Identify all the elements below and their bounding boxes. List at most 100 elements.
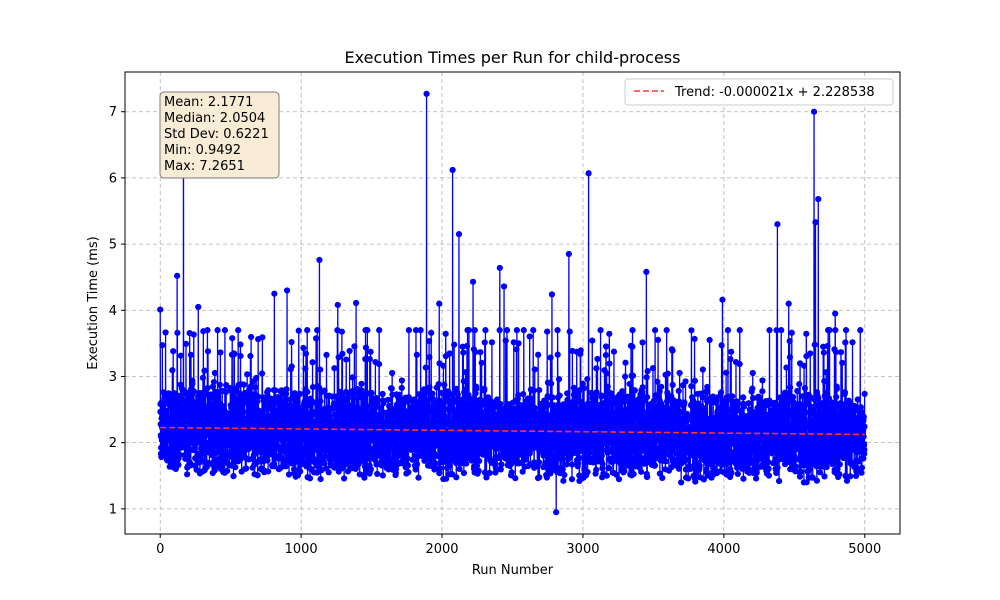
data-point: [358, 380, 365, 387]
data-point: [300, 344, 307, 352]
data-point: [638, 468, 645, 475]
data-point: [481, 339, 488, 346]
data-point: [512, 424, 519, 431]
data-point: [773, 469, 780, 477]
data-point: [463, 342, 471, 350]
data-point: [799, 393, 806, 400]
data-point: [412, 456, 419, 463]
data-point: [321, 387, 328, 394]
data-point: [412, 327, 420, 334]
data-point: [553, 509, 560, 516]
data-point: [794, 387, 801, 395]
data-point: [688, 383, 695, 390]
data-point: [375, 360, 383, 368]
data-point: [724, 327, 732, 334]
data-point: [806, 466, 813, 473]
data-point: [326, 413, 333, 420]
data-point: [498, 461, 505, 468]
data-point: [195, 303, 202, 311]
data-point: [473, 462, 481, 469]
data-point: [442, 330, 449, 337]
data-point: [519, 468, 526, 475]
data-point: [786, 354, 794, 361]
data-point: [259, 334, 266, 341]
data-point: [854, 396, 861, 403]
data-point: [639, 384, 646, 391]
data-point: [323, 351, 330, 358]
data-point: [755, 437, 763, 444]
data-point: [584, 468, 591, 476]
data-point: [472, 348, 479, 356]
data-point: [512, 475, 519, 482]
data-point: [842, 339, 849, 346]
data-point: [699, 366, 706, 373]
data-point: [691, 377, 698, 384]
data-point: [740, 394, 747, 401]
data-point: [349, 374, 356, 381]
data-point: [462, 386, 469, 393]
data-point: [630, 470, 637, 478]
data-point: [765, 472, 773, 479]
data-point: [597, 327, 604, 334]
data-point: [759, 388, 766, 395]
data-point: [513, 346, 520, 353]
data-point: [455, 231, 463, 238]
data-point: [197, 455, 204, 462]
data-point: [580, 385, 588, 392]
data-point: [248, 398, 255, 406]
data-point: [296, 390, 303, 398]
data-point: [181, 388, 188, 395]
data-point: [361, 474, 368, 481]
data-point: [316, 256, 323, 264]
data-point: [842, 327, 850, 334]
data-point: [839, 359, 846, 366]
data-point: [331, 421, 338, 428]
data-point: [632, 423, 639, 431]
data-point: [398, 384, 405, 392]
data-point: [170, 348, 177, 355]
data-point: [626, 380, 633, 388]
data-point: [643, 394, 651, 401]
data-point: [639, 339, 646, 346]
data-point: [472, 390, 479, 397]
data-point: [651, 462, 659, 469]
data-point: [832, 327, 839, 334]
data-point: [248, 333, 255, 341]
data-point: [210, 378, 218, 386]
data-point: [462, 369, 469, 376]
data-point: [432, 460, 439, 467]
data-point: [196, 401, 203, 408]
data-point: [554, 351, 561, 358]
data-point: [306, 475, 314, 482]
data-point: [585, 170, 592, 177]
data-point: [364, 327, 371, 334]
data-point: [265, 387, 272, 394]
data-point: [478, 359, 485, 366]
data-point: [231, 394, 238, 401]
data-point: [475, 467, 482, 474]
data-point: [436, 470, 443, 477]
data-point: [338, 328, 345, 335]
data-point: [545, 394, 552, 401]
data-point: [259, 370, 266, 377]
data-point: [422, 396, 429, 403]
data-point: [508, 469, 515, 476]
data-point: [631, 387, 638, 394]
data-point: [460, 349, 467, 356]
data-point: [404, 462, 412, 469]
data-point: [606, 360, 613, 367]
data-point: [593, 365, 600, 372]
data-point: [204, 348, 212, 355]
data-point: [463, 460, 470, 467]
data-point: [352, 299, 360, 307]
data-point: [619, 388, 626, 395]
data-point: [481, 385, 488, 392]
data-point: [629, 343, 636, 350]
data-point: [494, 396, 501, 403]
data-point: [776, 477, 783, 485]
data-point: [621, 424, 628, 431]
data-point: [786, 384, 794, 391]
data-point: [240, 381, 247, 388]
data-point: [774, 221, 781, 228]
data-point: [460, 469, 467, 477]
